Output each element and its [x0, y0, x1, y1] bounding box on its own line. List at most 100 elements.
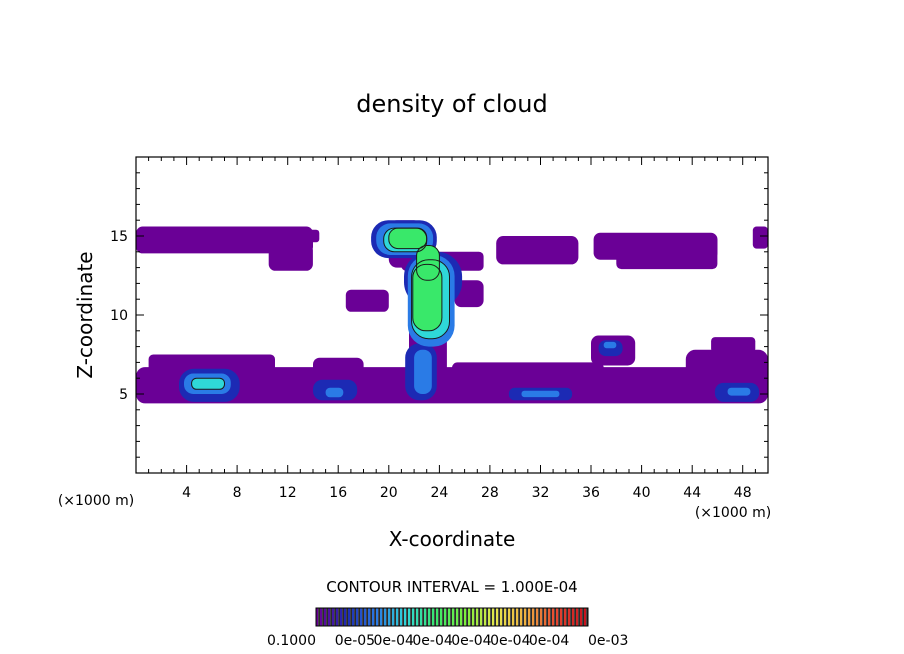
- colorbar-separator: [534, 608, 536, 626]
- density-region-level-4: [191, 378, 225, 390]
- colorbar-swatch: [348, 608, 351, 626]
- colorbar-separator: [562, 608, 564, 626]
- colorbar-separator: [378, 608, 380, 626]
- colorbar-swatch: [392, 608, 395, 626]
- colorbar-separator: [470, 608, 472, 626]
- density-region-level-1: [268, 243, 313, 271]
- colorbar-separator: [318, 608, 320, 626]
- colorbar-swatch: [332, 608, 335, 626]
- colorbar-separator: [498, 608, 500, 626]
- colorbar-separator: [342, 608, 344, 626]
- colorbar-separator: [366, 608, 368, 626]
- x-tick-label: 16: [329, 485, 347, 501]
- colorbar-separator: [410, 608, 412, 626]
- colorbar: [315, 607, 589, 627]
- colorbar-swatch: [384, 608, 387, 626]
- colorbar-swatch: [568, 608, 571, 626]
- colorbar-separator: [526, 608, 528, 626]
- colorbar-swatch: [460, 608, 463, 626]
- contour-line: [388, 227, 428, 250]
- colorbar-swatch: [400, 608, 403, 626]
- colorbar-swatch: [444, 608, 447, 626]
- colorbar-separator: [502, 608, 504, 626]
- colorbar-separator: [462, 608, 464, 626]
- colorbar-separator: [494, 608, 496, 626]
- density-region-level-3: [521, 390, 560, 398]
- colorbar-swatch: [464, 608, 467, 626]
- x-tick-label: 4: [182, 485, 191, 501]
- contour-line: [412, 263, 443, 332]
- density-region-level-1: [711, 337, 756, 353]
- colorbar-separator: [578, 608, 580, 626]
- colorbar-swatch: [572, 608, 575, 626]
- colorbar-swatch: [320, 608, 323, 626]
- colorbar-swatch: [456, 608, 459, 626]
- colorbar-swatch: [580, 608, 583, 626]
- colorbar-swatch: [472, 608, 475, 626]
- colorbar-swatch: [508, 608, 511, 626]
- colorbar-swatch: [316, 608, 319, 626]
- density-region-level-3: [325, 387, 344, 398]
- colorbar-separator: [586, 608, 588, 626]
- colorbar-tick-label: 0e-04: [412, 633, 452, 649]
- density-region-level-1: [136, 367, 768, 404]
- colorbar-swatch: [376, 608, 379, 626]
- colorbar-separator: [414, 608, 416, 626]
- colorbar-separator: [518, 608, 520, 626]
- colorbar-separator: [326, 608, 328, 626]
- x-axis-unit: (×1000 m): [695, 505, 771, 521]
- colorbar-swatch: [368, 608, 371, 626]
- density-region-level-1: [313, 357, 364, 385]
- density-region-level-1: [454, 280, 484, 308]
- colorbar-swatch: [520, 608, 523, 626]
- x-tick-label: 8: [233, 485, 242, 501]
- contour-line: [411, 259, 451, 340]
- colorbar-separator: [358, 608, 360, 626]
- x-tick-label: 12: [279, 485, 297, 501]
- colorbar-swatch: [328, 608, 331, 626]
- colorbar-separator: [418, 608, 420, 626]
- colorbar-swatch: [496, 608, 499, 626]
- colorbar-swatch: [344, 608, 347, 626]
- density-region-level-3: [727, 387, 751, 396]
- colorbar-swatch: [420, 608, 423, 626]
- colorbar-separator: [434, 608, 436, 626]
- colorbar-tick-label: 0e-04: [374, 633, 414, 649]
- colorbar-swatch: [548, 608, 551, 626]
- y-tick-label: 5: [119, 387, 128, 403]
- colorbar-swatch: [544, 608, 547, 626]
- colorbar-swatch: [428, 608, 431, 626]
- x-tick-label: 28: [481, 485, 499, 501]
- colorbar-tick-label: 0e-04: [529, 633, 569, 649]
- colorbar-swatch: [448, 608, 451, 626]
- colorbar-separator: [398, 608, 400, 626]
- density-region-level-3: [414, 349, 432, 394]
- colorbar-separator: [382, 608, 384, 626]
- colorbar-swatch: [416, 608, 419, 626]
- density-region-level-1: [752, 226, 768, 249]
- colorbar-separator: [478, 608, 480, 626]
- colorbar-separator: [510, 608, 512, 626]
- colorbar-separator: [422, 608, 424, 626]
- colorbar-separator: [566, 608, 568, 626]
- colorbar-swatch: [432, 608, 435, 626]
- contour-line: [191, 377, 226, 390]
- contour-line: [416, 245, 440, 281]
- colorbar-separator: [458, 608, 460, 626]
- colorbar-swatch: [576, 608, 579, 626]
- colorbar-separator: [338, 608, 340, 626]
- x-tick-label: 20: [380, 485, 398, 501]
- colorbar-frame: [315, 607, 589, 627]
- colorbar-separator: [350, 608, 352, 626]
- colorbar-swatch: [468, 608, 471, 626]
- colorbar-separator: [546, 608, 548, 626]
- colorbar-swatch: [584, 608, 587, 626]
- density-region-level-1: [345, 289, 389, 312]
- x-tick-label: 48: [734, 485, 752, 501]
- colorbar-swatch: [560, 608, 563, 626]
- density-region-level-5: [412, 264, 442, 331]
- x-tick-label: 24: [430, 485, 448, 501]
- density-region-level-5: [416, 245, 440, 281]
